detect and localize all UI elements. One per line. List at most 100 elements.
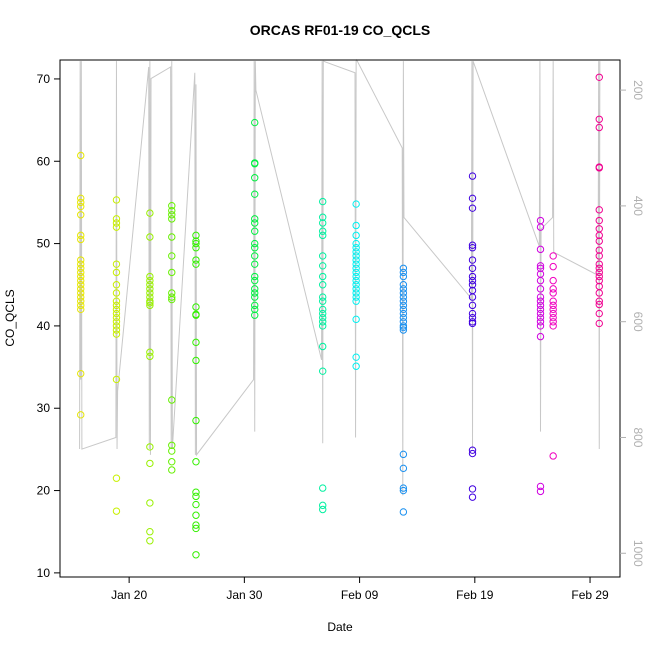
data-point — [399, 464, 408, 473]
data-point — [77, 276, 85, 285]
data-point — [319, 219, 327, 227]
data-point — [168, 441, 176, 449]
data-point — [251, 285, 259, 293]
data-point — [352, 200, 360, 208]
data-point — [549, 318, 557, 326]
data-point — [352, 256, 360, 264]
data-point — [536, 262, 545, 270]
data-point — [168, 206, 176, 215]
data-point — [168, 293, 176, 301]
data-point — [251, 239, 259, 248]
data-point — [146, 443, 154, 451]
data-point — [319, 322, 327, 330]
data-point — [146, 348, 154, 356]
y-tick-label: 30 — [37, 401, 51, 415]
y-tick-label: 60 — [37, 154, 51, 168]
data-point — [352, 239, 360, 248]
data-point — [112, 305, 121, 314]
data-point — [251, 174, 259, 182]
data-point — [352, 252, 360, 260]
data-point — [192, 311, 200, 319]
data-point — [352, 289, 360, 297]
data-point — [251, 215, 259, 223]
data-point — [468, 293, 477, 301]
data-point — [319, 252, 327, 260]
data-point — [77, 285, 85, 293]
y-tick-label: 70 — [37, 72, 51, 86]
data-point — [319, 342, 327, 351]
y2-tick-label: 1000 — [631, 540, 645, 567]
data-point — [536, 482, 545, 491]
data-point — [352, 285, 360, 293]
data-point — [468, 256, 477, 264]
data-point — [77, 301, 85, 310]
data-point — [319, 281, 327, 289]
data-point — [146, 299, 154, 307]
y2-tick-label: 600 — [631, 312, 645, 332]
data-point — [468, 272, 477, 281]
data-point — [468, 493, 477, 501]
data-point — [251, 289, 259, 297]
data-point — [468, 301, 477, 310]
data-point — [168, 466, 176, 474]
data-point — [251, 219, 259, 227]
data-point — [146, 209, 154, 217]
data-point — [77, 264, 85, 272]
data-point — [77, 411, 85, 419]
data-point — [549, 313, 557, 322]
data-point — [319, 262, 327, 270]
data-point — [112, 289, 121, 297]
data-point — [112, 375, 121, 384]
data-point — [595, 216, 603, 225]
data-point — [352, 264, 360, 272]
data-point — [399, 486, 408, 495]
data-point — [352, 293, 360, 301]
data-point — [77, 272, 85, 281]
data-point — [77, 211, 85, 219]
data-point — [251, 272, 259, 281]
data-point — [319, 309, 327, 318]
data-point — [319, 213, 327, 221]
data-point — [112, 196, 121, 204]
data-point — [319, 313, 327, 322]
data-point — [468, 319, 477, 328]
y-tick-label: 40 — [37, 319, 51, 333]
data-point — [112, 281, 121, 289]
data-point — [595, 272, 603, 281]
data-point — [595, 237, 603, 245]
data-point — [192, 511, 200, 519]
data-point — [468, 446, 477, 454]
data-point — [168, 215, 176, 223]
data-point — [595, 289, 603, 297]
data-point — [595, 164, 603, 172]
data-point — [319, 293, 327, 301]
data-point — [352, 268, 360, 277]
data-point — [192, 458, 200, 466]
y2-tick-label: 400 — [631, 196, 645, 216]
data-point — [112, 301, 121, 310]
data-point — [468, 276, 477, 285]
data-point — [468, 244, 477, 252]
data-point — [251, 293, 259, 301]
data-point — [168, 202, 176, 210]
data-point — [192, 500, 200, 509]
data-point — [536, 318, 545, 326]
data-point — [192, 551, 200, 559]
data-point — [77, 202, 85, 211]
data-point — [595, 309, 603, 318]
data-point — [77, 198, 85, 207]
data-point — [549, 305, 557, 314]
data-point — [112, 474, 121, 482]
data-point — [112, 260, 121, 268]
data-point — [595, 260, 603, 268]
data-point — [319, 305, 327, 314]
data-point — [319, 231, 327, 240]
data-point — [536, 245, 545, 254]
data-point — [399, 268, 408, 277]
data-point — [399, 313, 408, 322]
data-point — [251, 244, 259, 252]
data-point — [549, 301, 557, 310]
data-point — [468, 264, 477, 272]
data-point — [319, 505, 327, 514]
data-point — [77, 256, 85, 264]
